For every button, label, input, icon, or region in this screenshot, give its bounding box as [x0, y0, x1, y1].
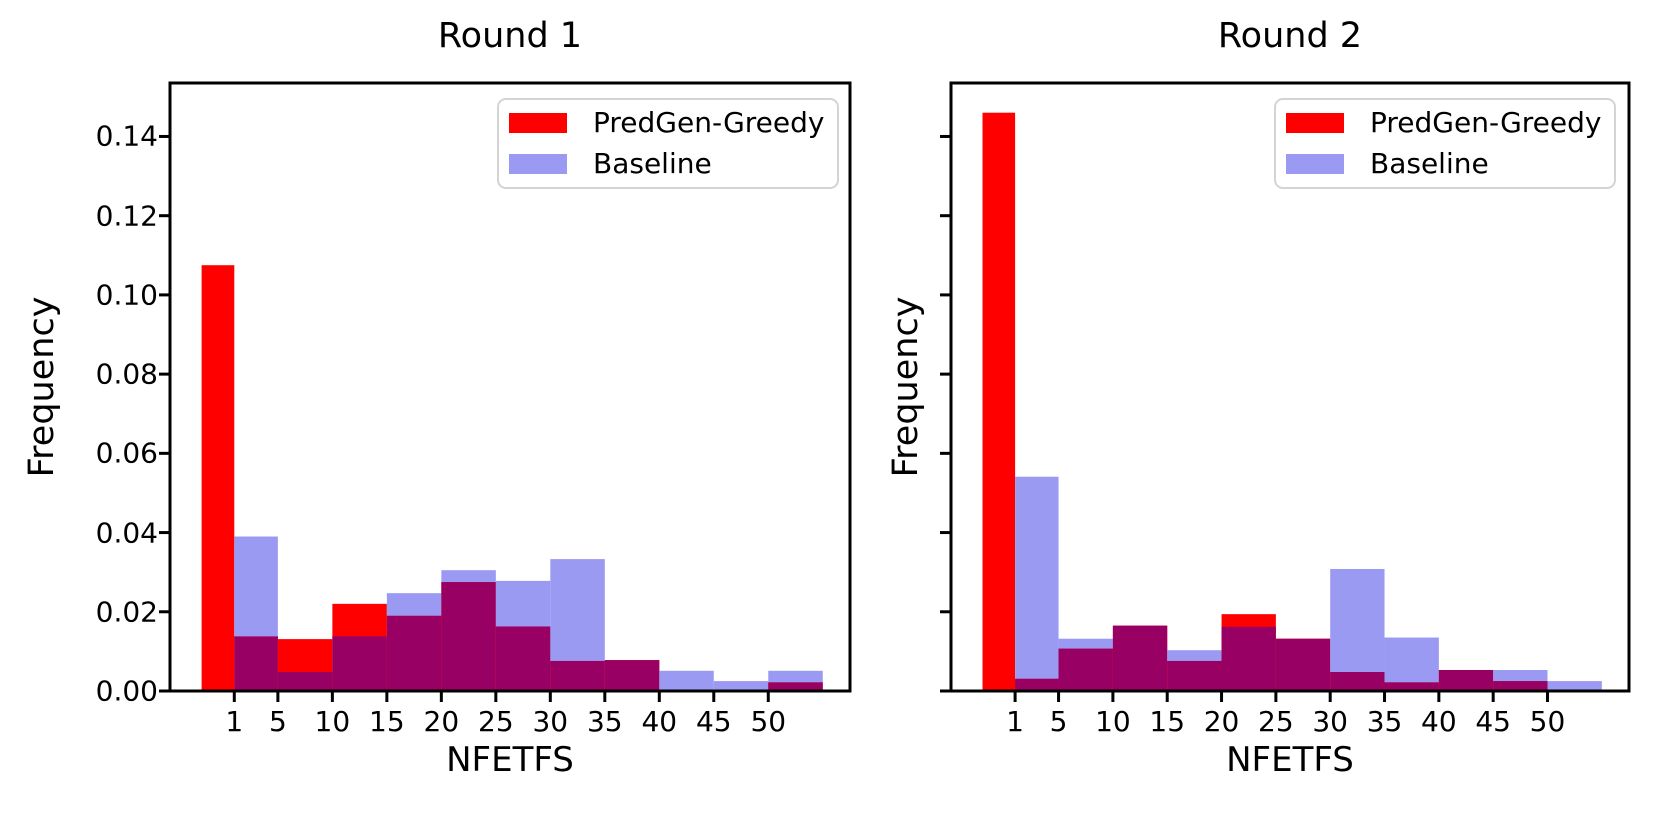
- bar-overlap: [277, 671, 333, 691]
- x-tick-label: 1: [225, 705, 244, 738]
- x-tick-label: 20: [1203, 705, 1240, 738]
- bar-baseline: [1058, 638, 1113, 649]
- bar-baseline: [441, 570, 496, 583]
- bar-overlap: [495, 626, 551, 691]
- bar-baseline: [1384, 637, 1439, 683]
- x-tick-label: 25: [478, 705, 514, 738]
- legend-label-predgen: PredGen-Greedy: [593, 106, 825, 140]
- x-tick-label: 40: [1421, 705, 1457, 738]
- legend-label-predgen: PredGen-Greedy: [1370, 106, 1602, 140]
- plot2-legend: PredGen-Greedy Baseline: [1274, 98, 1616, 189]
- legend-label-baseline: Baseline: [1370, 146, 1489, 180]
- x-tick-label: 35: [586, 705, 623, 738]
- bar-overlap: [441, 582, 496, 691]
- x-tick-label: 1: [1006, 705, 1025, 738]
- bar-baseline: [1167, 650, 1222, 661]
- plot1-title: Round 1: [437, 16, 583, 56]
- bar-overlap: [1275, 638, 1331, 691]
- predgen-swatch-icon: [509, 113, 567, 134]
- bar-baseline: [550, 559, 605, 661]
- y-tick-label: 0.12: [95, 199, 158, 233]
- bar-baseline: [234, 536, 278, 637]
- bar-overlap: [1221, 626, 1276, 691]
- y-tick-label: 0.04: [95, 516, 158, 550]
- bar-baseline: [1330, 569, 1385, 672]
- bar-baseline: [386, 593, 442, 616]
- x-tick-label: 15: [1149, 705, 1186, 738]
- bar-baseline: [1493, 670, 1548, 682]
- bar-predgen: [982, 112, 1016, 691]
- x-tick-label: 30: [1312, 705, 1349, 738]
- bar-baseline: [1547, 681, 1602, 691]
- x-tick-label: 35: [1366, 705, 1403, 738]
- bar-overlap: [1438, 670, 1494, 691]
- bar-overlap: [1058, 648, 1113, 691]
- plot2-yaxis-label: Frequency: [886, 296, 926, 478]
- y-tick-label: 0.02: [95, 595, 158, 629]
- x-tick-label: 10: [1095, 705, 1131, 738]
- x-tick-label: 5: [268, 705, 287, 738]
- bar-baseline: [768, 670, 823, 683]
- x-tick-label: 5: [1049, 705, 1068, 738]
- baseline-swatch-icon: [509, 153, 567, 174]
- x-tick-label: 20: [423, 705, 460, 738]
- bar-overlap: [1112, 625, 1168, 691]
- plot1-legend: PredGen-Greedy Baseline: [497, 98, 839, 189]
- plot-frame: [168, 81, 852, 693]
- x-tick-label: 40: [641, 705, 678, 738]
- bar-overlap: [1330, 671, 1385, 691]
- y-tick-label: 0.14: [95, 119, 158, 153]
- bar-baseline: [495, 580, 551, 627]
- bar-overlap: [1493, 681, 1548, 691]
- bar-overlap: [550, 660, 605, 691]
- bar-baseline: [659, 670, 714, 691]
- legend-row: Baseline: [1286, 146, 1604, 180]
- x-tick-label: 45: [1475, 705, 1511, 738]
- x-tick-label: 10: [314, 705, 351, 738]
- bar-overlap: [386, 615, 442, 691]
- plot1-yaxis-label: Frequency: [22, 296, 62, 478]
- bar-baseline: [1015, 476, 1059, 679]
- plot-frame: [949, 81, 1631, 693]
- bar-overlap: [332, 636, 387, 691]
- bar-overlap: [1167, 660, 1222, 691]
- x-tick-label: 50: [750, 705, 787, 738]
- legend-row: Baseline: [509, 146, 827, 180]
- y-tick-label: 0.10: [95, 278, 158, 312]
- legend-row: PredGen-Greedy: [509, 107, 827, 139]
- bar-baseline: [713, 681, 769, 691]
- plot1-xaxis-label: NFETFS: [446, 740, 574, 780]
- x-tick-label: 25: [1258, 705, 1294, 738]
- x-tick-label: 45: [695, 705, 732, 738]
- bar-predgen: [201, 265, 235, 691]
- baseline-swatch-icon: [1286, 153, 1344, 174]
- x-tick-label: 50: [1529, 705, 1566, 738]
- bar-overlap: [768, 682, 823, 691]
- bar-overlap: [234, 636, 278, 691]
- predgen-swatch-icon: [1286, 113, 1344, 134]
- legend-row: PredGen-Greedy: [1286, 107, 1604, 139]
- plot2-title: Round 2: [1217, 16, 1363, 56]
- bar-overlap: [1015, 678, 1059, 691]
- plot2-xaxis-label: NFETFS: [1226, 740, 1354, 780]
- bar-overlap: [604, 660, 660, 691]
- y-tick-label: 0.08: [95, 357, 158, 391]
- legend-label-baseline: Baseline: [593, 146, 712, 180]
- y-tick-label: 0.00: [95, 674, 158, 708]
- x-tick-label: 30: [532, 705, 569, 738]
- y-tick-label: 0.06: [95, 436, 158, 470]
- x-tick-label: 15: [369, 705, 405, 738]
- bar-overlap: [1384, 682, 1439, 691]
